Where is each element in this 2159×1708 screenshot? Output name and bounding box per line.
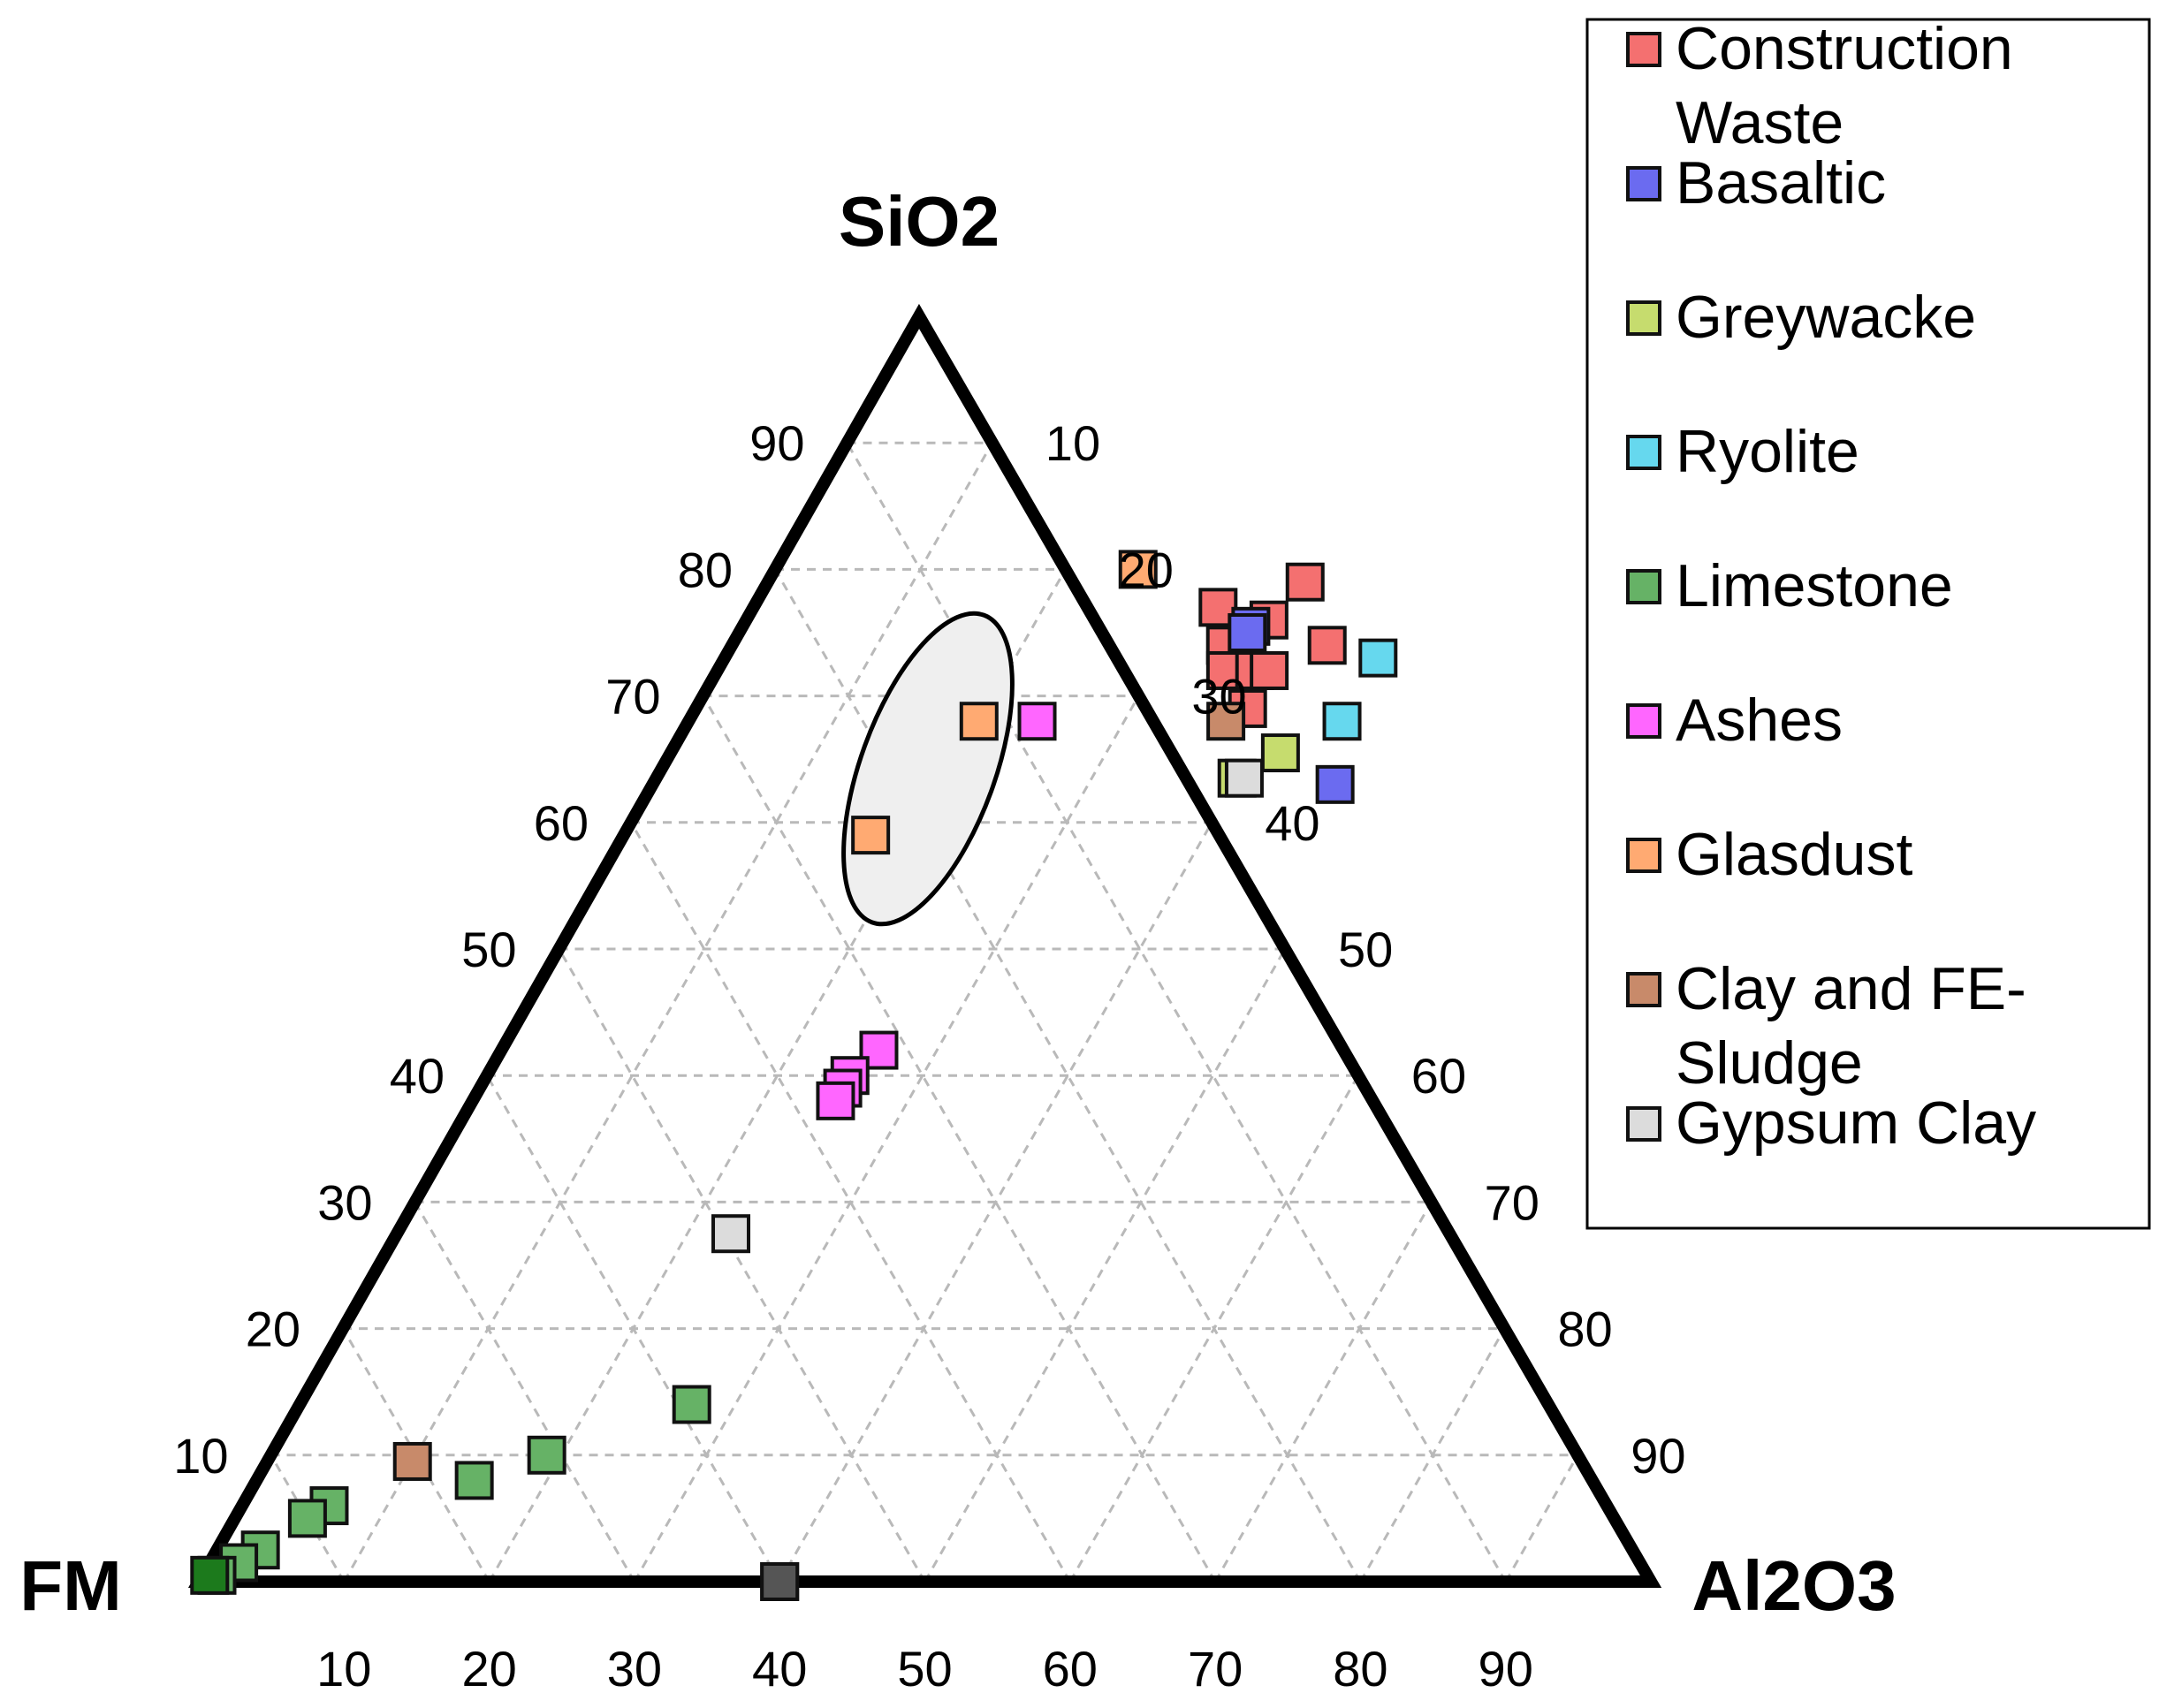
tick-bottom-20: 20: [461, 1641, 516, 1697]
marker-1-1: [1315, 764, 1355, 804]
marker-0-4: [1285, 562, 1325, 602]
tick-left-50: 50: [461, 922, 516, 977]
marker-1-2: [1228, 613, 1267, 652]
marker-4-2: [454, 1461, 494, 1500]
tick-right-90: 10: [1045, 415, 1100, 471]
grid-fm-10: [846, 442, 1507, 1583]
grid-fm-30: [702, 695, 1217, 1583]
grid-al2o3-60: [1068, 1074, 1360, 1583]
marker-6-1: [959, 702, 999, 741]
tick-bottom-40: 40: [752, 1641, 807, 1697]
legend-swatch-5: [1626, 703, 1661, 739]
tick-bottom-60: 60: [1043, 1641, 1098, 1697]
legend-swatch-0: [1626, 32, 1661, 67]
tick-bottom-70: 70: [1188, 1641, 1243, 1697]
grid-fm-50: [558, 948, 926, 1583]
marker-6-2: [851, 816, 891, 855]
legend-label-2: Greywacke: [1676, 284, 1976, 351]
marker-4-4: [287, 1499, 327, 1538]
grid-al2o3-90: [1504, 1454, 1579, 1583]
tick-right-80: 20: [1119, 542, 1174, 597]
grid-al2o3-70: [1213, 1201, 1433, 1583]
tick-bottom-50: 50: [897, 1641, 952, 1697]
tick-left-90: 90: [749, 415, 804, 471]
legend-swatch-1: [1626, 166, 1661, 201]
tick-left-10: 10: [173, 1428, 228, 1484]
tick-left-40: 40: [390, 1048, 445, 1104]
marker-7-1: [1206, 702, 1246, 741]
marker-5-4: [816, 1081, 855, 1120]
tick-labels: 10 90 10 20 80 20 30 70 30 40 60 40 50 50 50 60 40 60 70 30…: [173, 415, 1685, 1697]
tick-left-60: 60: [534, 795, 589, 851]
legend-label-4: Limestone: [1676, 552, 1953, 619]
grid-al2o3-50: [924, 948, 1287, 1583]
vertex-label-al2o3: Al2O3: [1691, 1546, 1896, 1625]
marker-3-0: [1358, 638, 1398, 678]
cluster-ellipse-shape: [841, 611, 1015, 927]
legend-swatch-8: [1626, 1106, 1661, 1142]
tick-right-40: 60: [1411, 1048, 1466, 1104]
tick-bottom-10: 10: [316, 1641, 371, 1697]
legend-label-3: Ryolite: [1676, 418, 1859, 485]
tick-right-10: 90: [1631, 1428, 1685, 1484]
vertex-label-sio2: SiO2: [839, 182, 1000, 261]
marker-0-6: [1250, 650, 1289, 690]
tick-right-30: 70: [1485, 1174, 1539, 1230]
legend-label-8: Gypsum Clay: [1676, 1089, 2036, 1157]
grid-al2o3-80: [1359, 1327, 1506, 1583]
marker-4-1: [527, 1435, 566, 1475]
grid: [270, 441, 1579, 1583]
marker-8-1: [1224, 758, 1264, 798]
marker-8-0: [711, 1214, 751, 1254]
legend-label-1: Basaltic: [1676, 149, 1886, 216]
legend-label-7: Clay and FE-Sludge: [1676, 955, 2026, 1097]
marker-0-7: [1307, 626, 1347, 665]
legend-swatch-2: [1626, 300, 1661, 336]
grid-fm-60: [485, 1074, 781, 1583]
marker-5-0: [1017, 702, 1057, 741]
tick-left-80: 80: [678, 542, 733, 597]
grid-fm-70: [414, 1201, 636, 1583]
marker-6-0: [1118, 550, 1158, 589]
grid-fm-90: [270, 1454, 346, 1583]
triangle-frame: [187, 303, 1662, 1588]
legend-label-5: Ashes: [1676, 687, 1843, 754]
legend-swatch-6: [1626, 838, 1661, 873]
grid-al2o3-10: [342, 442, 994, 1583]
legend-swatch-3: [1626, 435, 1661, 470]
tick-right-70: 30: [1191, 669, 1246, 725]
marker-7-0: [392, 1441, 432, 1481]
cluster-ellipse: [841, 611, 1015, 927]
legend-label-6: Glasdust: [1676, 821, 1912, 888]
tick-right-20: 80: [1557, 1302, 1612, 1357]
tick-bottom-90: 90: [1479, 1641, 1533, 1697]
tick-right-50: 50: [1338, 922, 1393, 977]
dark-green-marker: [190, 1555, 230, 1595]
legend-label-0: Construction Waste: [1676, 15, 2013, 156]
marker-3-1: [1322, 702, 1362, 741]
tick-left-70: 70: [605, 669, 660, 725]
legend-swatch-7: [1626, 972, 1661, 1007]
legend-swatch-4: [1626, 569, 1661, 604]
tick-bottom-30: 30: [607, 1641, 662, 1697]
tick-left-20: 20: [246, 1302, 300, 1357]
vertex-label-fm: FM: [19, 1546, 122, 1625]
tick-left-30: 30: [317, 1174, 372, 1230]
marker-5-1: [859, 1030, 899, 1070]
legend-box: [1585, 18, 2151, 1230]
marker-2-0: [1260, 733, 1300, 773]
data-markers: [190, 550, 1398, 1601]
grid-al2o3-30: [633, 695, 1140, 1583]
tick-right-60: 40: [1265, 795, 1319, 851]
tick-bottom-80: 80: [1333, 1641, 1387, 1697]
marker-4-0: [672, 1385, 711, 1424]
dark-grey-marker: [760, 1562, 800, 1601]
